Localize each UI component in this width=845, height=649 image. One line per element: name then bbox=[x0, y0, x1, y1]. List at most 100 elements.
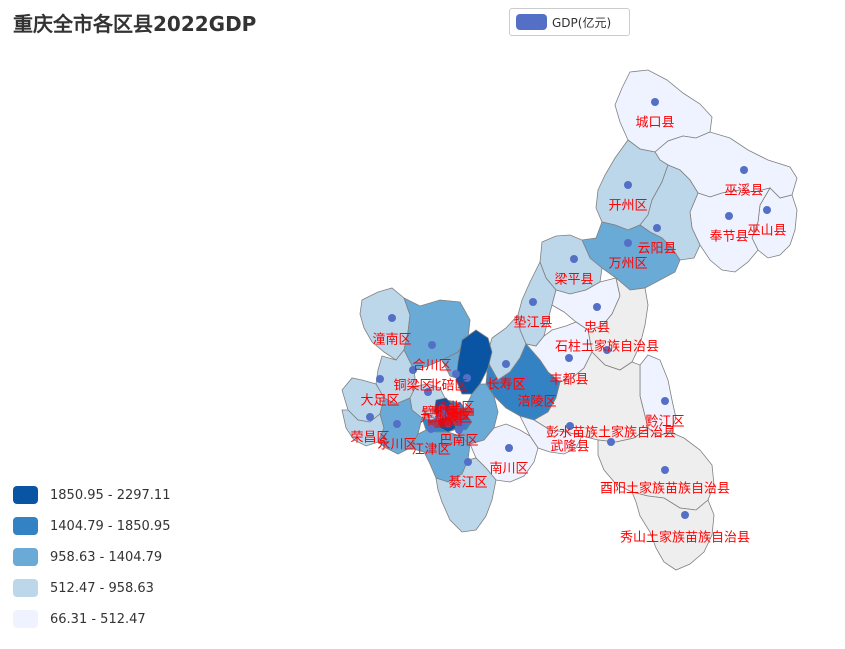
region-label: 潼南区 bbox=[372, 332, 411, 348]
visual-map-item[interactable]: 66.31 - 512.47 bbox=[13, 609, 146, 629]
series-legend[interactable]: GDP(亿元) bbox=[509, 8, 630, 36]
region-label: 綦江区 bbox=[448, 476, 487, 491]
region-label: 涪陵区 bbox=[517, 395, 556, 410]
region-label: 巫溪县 bbox=[724, 184, 763, 199]
map-center-cluster bbox=[428, 397, 474, 433]
region-label: 酉阳土家族苗族自治县 bbox=[600, 481, 730, 497]
legend-label[interactable]: GDP(亿元) bbox=[552, 15, 612, 30]
region-marker[interactable] bbox=[452, 370, 460, 378]
visual-map-item[interactable]: 1850.95 - 2297.11 bbox=[13, 485, 170, 505]
overlapping-label-blur bbox=[450, 408, 474, 416]
region-marker[interactable] bbox=[521, 375, 529, 383]
region-label: 大足区 bbox=[360, 394, 399, 409]
region-label: 荣昌区 bbox=[350, 431, 389, 446]
visual-map-swatch[interactable] bbox=[13, 579, 38, 597]
region-marker[interactable] bbox=[427, 425, 435, 433]
region-marker[interactable] bbox=[740, 166, 748, 174]
region-label: 江津区 bbox=[411, 443, 450, 458]
region-label: 北碚区 bbox=[428, 379, 467, 394]
region-label: 秀山土家族苗族自治县 bbox=[620, 530, 750, 546]
map-regions bbox=[341, 69, 798, 571]
visual-map-swatch[interactable] bbox=[13, 486, 38, 504]
overlapping-label-blur bbox=[428, 420, 452, 428]
region-label: 九龙坡区 bbox=[420, 411, 472, 426]
region-marker[interactable] bbox=[570, 255, 578, 263]
visual-map-item[interactable]: 958.63 - 1404.79 bbox=[13, 547, 162, 567]
region-label: 彭水苗族土家族自治县 bbox=[546, 425, 676, 441]
region-marker[interactable] bbox=[566, 422, 574, 430]
region-marker[interactable] bbox=[505, 444, 513, 452]
region-label: 城口县 bbox=[635, 116, 674, 131]
region-label: 黔江区 bbox=[645, 415, 684, 430]
region-marker[interactable] bbox=[661, 397, 669, 405]
region-label: 云阳县 bbox=[637, 242, 676, 257]
region-marker[interactable] bbox=[593, 303, 601, 311]
visual-map-swatch[interactable] bbox=[13, 610, 38, 628]
visual-map-label: 512.47 - 958.63 bbox=[50, 580, 154, 596]
region-marker[interactable] bbox=[439, 410, 447, 418]
region-marker[interactable] bbox=[725, 212, 733, 220]
page-title: 重庆全市各区县2022GDP bbox=[13, 12, 257, 36]
region-marker[interactable] bbox=[376, 375, 384, 383]
region-label: 石柱土家族自治县 bbox=[555, 339, 659, 355]
region-label: 合川区 bbox=[412, 359, 451, 374]
region-marker[interactable] bbox=[651, 98, 659, 106]
region-label: 南川区 bbox=[489, 461, 528, 477]
region-label: 忠县 bbox=[584, 321, 610, 336]
region-label: 奉节县 bbox=[709, 230, 748, 245]
region-marker[interactable] bbox=[428, 341, 436, 349]
region-marker[interactable] bbox=[366, 413, 374, 421]
region-label: 武隆县 bbox=[550, 440, 589, 455]
region-marker[interactable] bbox=[624, 181, 632, 189]
region-27[interactable] bbox=[533, 351, 649, 443]
visual-map-item[interactable]: 512.47 - 958.63 bbox=[13, 578, 154, 598]
region-label: 永川区 bbox=[377, 438, 416, 453]
region-label: 长寿区 bbox=[486, 378, 525, 393]
visual-map-label: 1404.79 - 1850.95 bbox=[50, 518, 171, 534]
visual-map-label: 66.31 - 512.47 bbox=[50, 611, 146, 627]
region-31[interactable] bbox=[435, 457, 497, 533]
region-marker[interactable] bbox=[565, 354, 573, 362]
region-marker[interactable] bbox=[424, 388, 432, 396]
region-marker[interactable] bbox=[763, 206, 771, 214]
visual-map-swatch[interactable] bbox=[13, 517, 38, 535]
region-marker[interactable] bbox=[607, 438, 615, 446]
visual-map-label: 958.63 - 1404.79 bbox=[50, 549, 163, 565]
region-marker[interactable] bbox=[603, 346, 611, 354]
region-marker[interactable] bbox=[681, 511, 689, 519]
region-label: 渝北区 bbox=[435, 400, 474, 416]
region-marker[interactable] bbox=[653, 224, 661, 232]
visual-map-item[interactable]: 1404.79 - 1850.95 bbox=[13, 516, 170, 536]
region-marker[interactable] bbox=[624, 239, 632, 247]
region-label: 丰都县 bbox=[549, 373, 588, 388]
region-marker[interactable] bbox=[502, 360, 510, 368]
region-marker[interactable] bbox=[388, 314, 396, 322]
region-label: 巴南区 bbox=[439, 433, 478, 449]
region-33[interactable] bbox=[631, 491, 715, 571]
legend-swatch[interactable] bbox=[516, 14, 547, 30]
region-label: 铜梁区 bbox=[393, 379, 432, 394]
region-label: 巫山县 bbox=[747, 224, 786, 239]
region-label: 璧山区 bbox=[421, 405, 460, 421]
overlapping-label-blur bbox=[432, 406, 456, 414]
map-markers bbox=[366, 98, 771, 519]
region-marker[interactable] bbox=[455, 426, 463, 434]
region-marker[interactable] bbox=[463, 374, 471, 382]
region-12[interactable] bbox=[359, 287, 411, 361]
region-32[interactable] bbox=[597, 427, 715, 511]
region-marker[interactable] bbox=[529, 298, 537, 306]
region-label: 万州区 bbox=[608, 257, 647, 272]
region-marker[interactable] bbox=[661, 466, 669, 474]
visual-map-label: 1850.95 - 2297.11 bbox=[50, 487, 171, 503]
region-marker[interactable] bbox=[393, 420, 401, 428]
region-marker[interactable] bbox=[409, 366, 417, 374]
region-marker[interactable] bbox=[464, 458, 472, 466]
region-label: 梁平县 bbox=[554, 273, 593, 288]
visual-map-swatch[interactable] bbox=[13, 548, 38, 566]
region-26[interactable] bbox=[459, 383, 499, 445]
region-label: 垫江县 bbox=[513, 315, 552, 331]
region-7[interactable] bbox=[581, 221, 681, 291]
region-label: 开州区 bbox=[608, 199, 647, 214]
